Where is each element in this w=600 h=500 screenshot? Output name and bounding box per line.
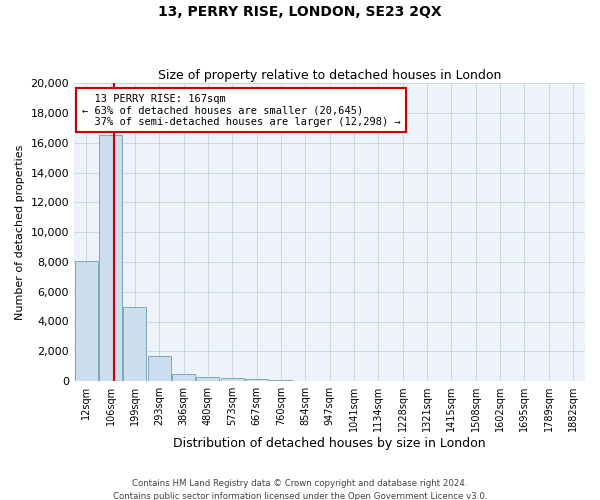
Text: 13 PERRY RISE: 167sqm
← 63% of detached houses are smaller (20,645)
  37% of sem: 13 PERRY RISE: 167sqm ← 63% of detached … — [82, 94, 400, 127]
Text: Contains HM Land Registry data © Crown copyright and database right 2024.
Contai: Contains HM Land Registry data © Crown c… — [113, 480, 487, 500]
Bar — [269, 380, 292, 381]
X-axis label: Distribution of detached houses by size in London: Distribution of detached houses by size … — [173, 437, 486, 450]
Bar — [148, 356, 171, 381]
Bar — [99, 136, 122, 381]
Text: 13, PERRY RISE, LONDON, SE23 2QX: 13, PERRY RISE, LONDON, SE23 2QX — [158, 5, 442, 19]
Y-axis label: Number of detached properties: Number of detached properties — [15, 144, 25, 320]
Bar — [245, 379, 268, 381]
Bar — [124, 306, 146, 381]
Title: Size of property relative to detached houses in London: Size of property relative to detached ho… — [158, 69, 501, 82]
Bar — [196, 376, 220, 381]
Bar — [74, 261, 98, 381]
Bar — [221, 378, 244, 381]
Bar — [172, 374, 195, 381]
